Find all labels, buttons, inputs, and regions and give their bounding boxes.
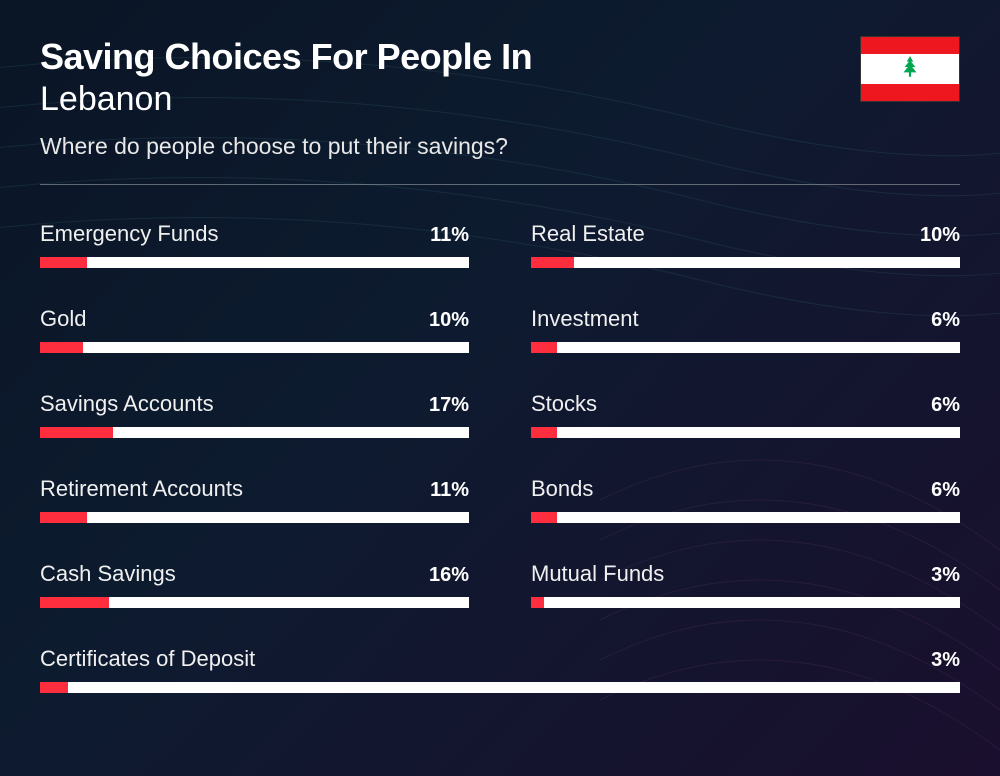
bar-fill xyxy=(531,342,557,353)
flag-lebanon xyxy=(860,36,960,102)
bar-item: Emergency Funds 11% xyxy=(40,221,469,268)
bar-fill xyxy=(531,257,574,268)
bar-item: Stocks 6% xyxy=(531,391,960,438)
bar-item-value: 6% xyxy=(931,309,960,332)
bar-track xyxy=(531,257,960,268)
bar-item-header: Cash Savings 16% xyxy=(40,561,469,587)
bar-track xyxy=(531,342,960,353)
flag-stripe-top xyxy=(861,37,959,54)
bar-item: Savings Accounts 17% xyxy=(40,391,469,438)
main-content: Saving Choices For People In Lebanon Whe… xyxy=(0,0,1000,729)
bars-grid: Emergency Funds 11% Real Estate 10% Gold 10% I… xyxy=(40,221,960,693)
bar-item-header: Stocks 6% xyxy=(531,391,960,417)
bar-item-label: Mutual Funds xyxy=(531,561,664,587)
bar-item-label: Gold xyxy=(40,306,86,332)
header-text: Saving Choices For People In Lebanon Whe… xyxy=(40,36,860,160)
bar-item-value: 16% xyxy=(429,564,469,587)
bar-item: Retirement Accounts 11% xyxy=(40,476,469,523)
bar-item: Cash Savings 16% xyxy=(40,561,469,608)
bar-item-value: 3% xyxy=(931,564,960,587)
bar-fill xyxy=(531,427,557,438)
bar-item: Real Estate 10% xyxy=(531,221,960,268)
bar-item-label: Retirement Accounts xyxy=(40,476,243,502)
bar-item-value: 3% xyxy=(931,649,960,672)
bar-item-header: Retirement Accounts 11% xyxy=(40,476,469,502)
bar-track xyxy=(40,597,469,608)
bar-fill xyxy=(40,682,68,693)
bar-fill xyxy=(40,257,87,268)
title-line2: Lebanon xyxy=(40,80,860,119)
bar-fill xyxy=(40,342,83,353)
bar-item-label: Bonds xyxy=(531,476,593,502)
subtitle: Where do people choose to put their savi… xyxy=(40,133,860,160)
bar-item-value: 6% xyxy=(931,479,960,502)
bar-item: Gold 10% xyxy=(40,306,469,353)
bar-fill xyxy=(40,512,87,523)
bar-item-label: Savings Accounts xyxy=(40,391,214,417)
bar-item-label: Emergency Funds xyxy=(40,221,219,247)
bar-item-label: Certificates of Deposit xyxy=(40,646,255,672)
bar-fill xyxy=(531,512,557,523)
bar-track xyxy=(40,257,469,268)
bar-item-header: Certificates of Deposit 3% xyxy=(40,646,960,672)
divider xyxy=(40,184,960,185)
bar-item-header: Gold 10% xyxy=(40,306,469,332)
bar-item: Mutual Funds 3% xyxy=(531,561,960,608)
bar-track xyxy=(40,512,469,523)
bar-track xyxy=(531,597,960,608)
bar-item-label: Real Estate xyxy=(531,221,645,247)
bar-item-label: Cash Savings xyxy=(40,561,176,587)
bar-item-header: Emergency Funds 11% xyxy=(40,221,469,247)
flag-cedar-icon xyxy=(897,54,923,84)
bar-fill xyxy=(40,427,113,438)
bar-item-value: 11% xyxy=(430,224,469,247)
bar-item-value: 10% xyxy=(920,224,960,247)
bar-track xyxy=(40,342,469,353)
bar-item-label: Investment xyxy=(531,306,639,332)
bar-fill xyxy=(531,597,544,608)
bar-item-value: 6% xyxy=(931,394,960,417)
bar-item-value: 11% xyxy=(430,479,469,502)
bar-item-value: 17% xyxy=(429,394,469,417)
bar-item-header: Bonds 6% xyxy=(531,476,960,502)
header: Saving Choices For People In Lebanon Whe… xyxy=(40,36,960,160)
bar-track xyxy=(40,427,469,438)
bar-track xyxy=(40,682,960,693)
bar-item-header: Real Estate 10% xyxy=(531,221,960,247)
bar-fill xyxy=(40,597,109,608)
bar-item: Bonds 6% xyxy=(531,476,960,523)
flag-stripe-bottom xyxy=(861,84,959,101)
bar-item-header: Mutual Funds 3% xyxy=(531,561,960,587)
bar-item-header: Investment 6% xyxy=(531,306,960,332)
bar-track xyxy=(531,512,960,523)
bar-track xyxy=(531,427,960,438)
bar-item: Certificates of Deposit 3% xyxy=(40,646,960,693)
bar-item-label: Stocks xyxy=(531,391,597,417)
bar-item-header: Savings Accounts 17% xyxy=(40,391,469,417)
bar-item: Investment 6% xyxy=(531,306,960,353)
title-line1: Saving Choices For People In xyxy=(40,36,860,78)
bar-item-value: 10% xyxy=(429,309,469,332)
